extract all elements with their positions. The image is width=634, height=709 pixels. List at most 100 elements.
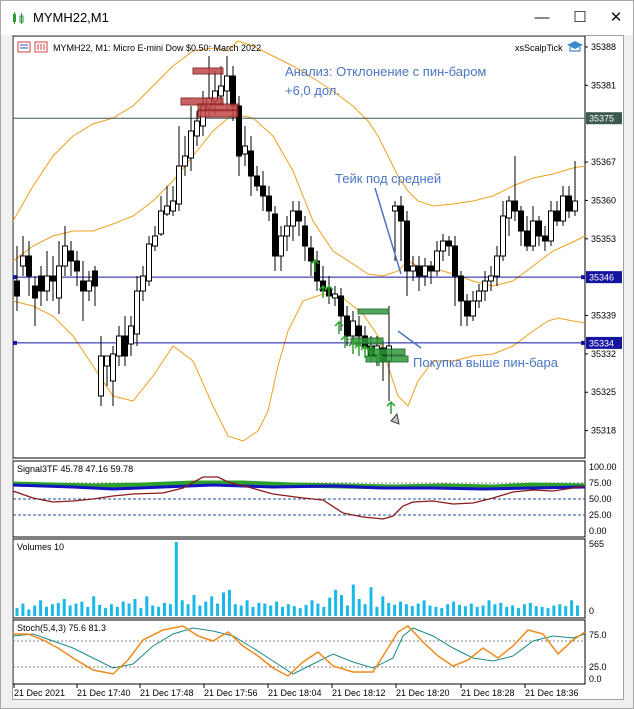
buy-arrow-icon: [310, 258, 320, 272]
candle-body: [296, 210, 302, 222]
volume-bar: [375, 606, 379, 616]
candle-body: [302, 225, 308, 247]
chart-header: MYMH22, M1: Micro E-mini Dow $0.50: Marc…: [17, 41, 583, 53]
candle-body: [122, 335, 128, 357]
indicator-name-label: xsScalpTick: [515, 43, 563, 53]
volume-bar: [233, 604, 237, 616]
buy-arrow-icon: [324, 284, 334, 298]
volume-bar: [363, 604, 367, 616]
candle-body: [356, 325, 362, 337]
volume-bar: [310, 600, 314, 616]
time-label: 21 Dec 18:20: [396, 688, 450, 698]
candle-body: [68, 250, 74, 262]
volume-bar: [428, 605, 432, 616]
candle-body: [518, 210, 524, 232]
volume-bar: [458, 604, 461, 616]
chart-canvas[interactable]: MYMH22, M1: Micro E-mini Dow $0.50: Marc…: [12, 35, 623, 699]
volume-panel[interactable]: Volumes 10 565 0: [12, 538, 604, 619]
candle-body: [152, 235, 158, 247]
time-label: 21 Dec 17:40: [77, 688, 131, 698]
volume-bar: [139, 608, 143, 616]
stoch-level-0: 0.0: [589, 674, 602, 684]
price-axis[interactable]: 35388 35381 35367 35360 35353 35339 35332 35325…: [585, 42, 622, 436]
cursor-icon: [390, 412, 400, 425]
band-middle: [12, 113, 586, 287]
volume-bar: [216, 603, 220, 616]
volume-bar: [15, 608, 19, 616]
candle-body: [182, 155, 188, 167]
candle-body: [458, 275, 464, 302]
level-handle-right: [581, 275, 585, 280]
signal-green-band: [12, 480, 586, 490]
candle-body: [218, 85, 224, 97]
candle-body: [146, 243, 152, 282]
buy-arrow-icon: [366, 344, 376, 358]
candle-body: [566, 195, 572, 212]
volume-bar: [357, 598, 361, 616]
candle-body: [158, 210, 164, 235]
volume-bar: [322, 606, 326, 616]
volume-bar: [186, 604, 190, 616]
level-handle-right: [581, 340, 585, 345]
candle-body: [530, 220, 536, 247]
volume-bar: [257, 602, 261, 616]
volume-bar: [39, 600, 43, 616]
price-label: 35339: [591, 311, 616, 321]
resistance-marker: [197, 109, 239, 118]
candle-body: [44, 275, 50, 292]
buy-arrow-icon: [386, 400, 396, 414]
band-lower: [12, 293, 586, 442]
candle-body: [542, 235, 548, 242]
window-titlebar: MYMH22,M1 — ☐ ✕: [1, 1, 633, 35]
buy-arrow-icon: [354, 342, 364, 356]
price-highlight-label: 35346: [589, 273, 614, 283]
candle-body: [308, 247, 314, 262]
volume-bar: [145, 596, 149, 616]
volume-bar: [292, 606, 296, 616]
volume-bar: [121, 601, 125, 616]
signal-panel[interactable]: Signal3TF 45.78 47.16 59.78 100.00 75.00 5…: [12, 460, 617, 538]
volume-bar: [387, 602, 391, 616]
signal-level-label: 100.00: [589, 462, 617, 472]
time-label: 21 Dec 17:48: [140, 688, 194, 698]
volume-bar: [56, 602, 60, 616]
close-button[interactable]: ✕: [609, 9, 623, 26]
volume-bar: [316, 603, 320, 616]
main-panel[interactable]: MYMH22, M1: Micro E-mini Dow $0.50: Marc…: [12, 35, 622, 459]
price-label: 35360: [591, 195, 616, 205]
maximize-button[interactable]: ☐: [573, 9, 587, 26]
volume-bar: [286, 604, 290, 616]
time-label: 21 Dec 18:36: [525, 688, 579, 698]
volume-bar: [340, 595, 343, 616]
signal-panel-header: Signal3TF 45.78 47.16 59.78: [17, 464, 133, 474]
volume-bar: [493, 604, 497, 616]
volume-bar: [68, 605, 72, 616]
candle-body: [512, 200, 518, 212]
volume-bar: [298, 608, 302, 616]
signal-level-label: 0.00: [589, 526, 607, 536]
volume-bar: [269, 605, 273, 616]
chart-area[interactable]: MYMH22, M1: Micro E-mini Dow $0.50: Marc…: [12, 35, 624, 700]
resistance-marker: [192, 67, 224, 75]
volume-bar: [174, 542, 178, 616]
volume-bar: [210, 596, 214, 616]
candle-body: [404, 220, 410, 272]
volume-bar: [222, 592, 225, 616]
signal-blue-line: [12, 483, 586, 491]
signal-markers: [180, 67, 409, 425]
candle-body: [560, 195, 566, 222]
volume-bar: [410, 606, 414, 616]
volume-bar: [404, 604, 408, 616]
volume-bar: [86, 606, 90, 616]
volume-bars: [15, 542, 579, 616]
minimize-button[interactable]: —: [534, 9, 550, 26]
support-marker: [357, 308, 390, 315]
graduation-cap-icon: [567, 41, 583, 49]
buy-arrow-icon: [348, 340, 358, 354]
stoch-panel[interactable]: Stoch(5,4,3) 75.6 81.3 75.0 25.0 0.0: [12, 619, 607, 685]
annotation-take: Тейк под средней: [335, 171, 441, 186]
candle-body: [236, 105, 242, 157]
volume-bar: [180, 600, 184, 616]
volume-bar: [50, 604, 54, 616]
candle-body: [536, 220, 542, 237]
